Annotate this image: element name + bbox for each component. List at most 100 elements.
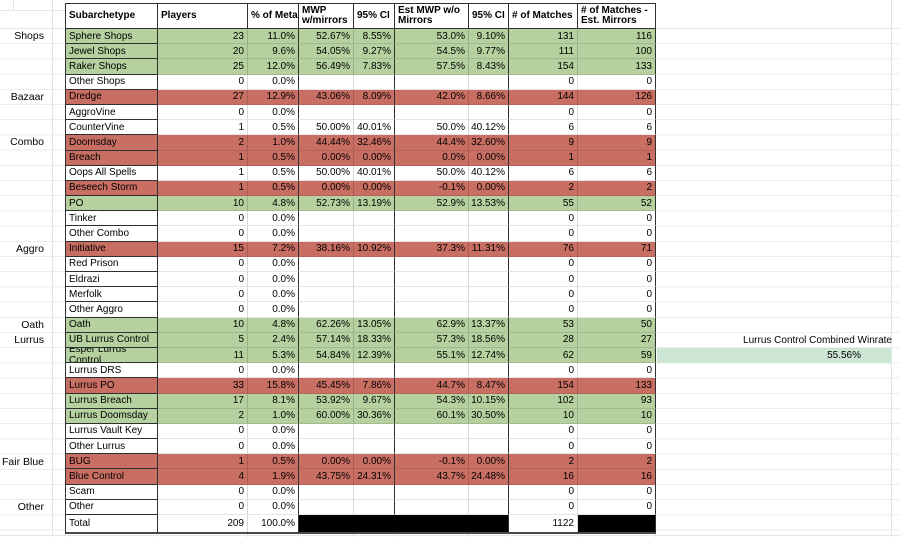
cell-ci1[interactable]: 18.33% [354,332,395,348]
cell-name[interactable]: Eldrazi [66,272,158,288]
cell-matches[interactable]: 1 [509,150,578,166]
category-label-oath[interactable]: Oath [21,318,44,331]
cell-name[interactable]: Lurrus Breach [66,393,158,409]
cell-ci2[interactable]: 10.15% [469,393,509,409]
cell-meta[interactable]: 2.4% [248,332,299,348]
cell-players[interactable]: 2 [158,135,248,151]
cell-ci2[interactable] [469,363,509,379]
cell-est[interactable]: 60.1% [395,408,469,424]
cell-meta[interactable]: 0.0% [248,439,299,455]
cell-name[interactable]: PO [66,196,158,212]
cell-est[interactable] [395,499,469,515]
cell-mwp[interactable] [299,423,354,440]
cell-matches[interactable]: 131 [509,29,578,45]
cell-ci2[interactable]: 13.53% [469,196,509,212]
cell-est[interactable]: 55.1% [395,347,469,364]
cell-matches[interactable]: 0 [509,272,578,288]
cell-ci2[interactable] [469,287,509,303]
cell-est[interactable] [395,287,469,303]
cell-matches[interactable]: 0 [509,484,578,500]
cell-matches_est[interactable]: 27 [578,332,656,348]
cell-mwp[interactable]: 60.00% [299,408,354,424]
cell-ci1[interactable]: 30.36% [354,408,395,424]
cell-name[interactable]: Oops All Spells [66,165,158,181]
cell-mwp[interactable]: 50.00% [299,165,354,181]
cell-est[interactable] [395,272,469,288]
cell-est[interactable] [395,226,469,242]
category-label-lurrus[interactable]: Lurrus [14,334,44,346]
cell-players[interactable]: 0 [158,256,248,272]
cell-matches[interactable]: 154 [509,59,578,75]
cell-ci2[interactable] [469,104,509,121]
cell-ci1[interactable]: 32.46% [354,135,395,151]
cell-ci2[interactable]: 13.37% [469,317,509,333]
cell-ci2[interactable] [469,484,509,500]
cell-matches_est[interactable]: 100 [578,44,656,60]
cell-matches[interactable]: 6 [509,165,578,181]
cell-mwp[interactable]: 54.05% [299,44,354,60]
cell-ci1[interactable] [354,256,395,272]
cell-matches[interactable]: 102 [509,393,578,409]
cell-ci1[interactable]: 9.27% [354,44,395,60]
cell-name[interactable]: Esper Lurrus Control [66,347,158,364]
cell-est[interactable]: 50.0% [395,165,469,181]
cell-matches[interactable]: 62 [509,347,578,364]
cell-matches_est[interactable]: 0 [578,272,656,288]
header-matches_est[interactable]: # of Matches - Est. Mirrors [578,4,656,29]
cell-matches_est[interactable]: 6 [578,120,656,136]
cell-est[interactable]: 37.3% [395,241,469,257]
cell-matches_est[interactable]: 52 [578,196,656,212]
cell-ci1[interactable]: 12.39% [354,347,395,364]
cell-matches_est[interactable]: 0 [578,423,656,440]
blacked-out-cells[interactable] [299,515,509,532]
cell-meta[interactable]: 0.0% [248,272,299,288]
cell-est[interactable] [395,211,469,227]
cell-players[interactable]: 1 [158,454,248,470]
cell-matches[interactable]: 76 [509,241,578,257]
cell-meta[interactable]: 0.0% [248,287,299,303]
cell-ci2[interactable]: 8.66% [469,89,509,105]
category-label-other[interactable]: Other [17,501,44,514]
cell-ci1[interactable] [354,104,395,121]
cell-mwp[interactable]: 0.00% [299,150,354,166]
cell-players[interactable]: 33 [158,378,248,394]
cell-ci2[interactable]: 12.74% [469,347,509,364]
cell-ci1[interactable]: 13.19% [354,196,395,212]
cell-ci2[interactable]: 0.00% [469,454,509,470]
cell-ci2[interactable] [469,256,509,272]
cell-meta[interactable]: 0.0% [248,74,299,90]
cell-meta[interactable]: 0.0% [248,499,299,515]
cell-matches_est[interactable]: 0 [578,439,656,455]
cell-players[interactable]: 20 [158,44,248,60]
cell-mwp[interactable]: 62.26% [299,317,354,333]
cell-ci1[interactable]: 0.00% [354,180,395,197]
cell-players[interactable]: 10 [158,317,248,333]
cell-mwp[interactable] [299,74,354,90]
header-name[interactable]: Subarchetype [66,4,158,29]
cell-name[interactable]: Other Combo [66,226,158,242]
cell-matches_est[interactable]: 93 [578,393,656,409]
cell-meta[interactable]: 0.5% [248,165,299,181]
cell-ci2[interactable]: 18.56% [469,332,509,348]
header-meta[interactable]: % of Meta [248,4,299,29]
cell-mwp[interactable]: 44.44% [299,135,354,151]
cell-meta[interactable]: 0.0% [248,363,299,379]
cell-players[interactable]: 1 [158,150,248,166]
cell-est[interactable]: 53.0% [395,29,469,45]
cell-players[interactable]: 0 [158,363,248,379]
cell-matches[interactable]: 53 [509,317,578,333]
cell-meta[interactable]: 0.0% [248,104,299,121]
cell-meta[interactable]: 12.0% [248,59,299,75]
cell-players[interactable]: 4 [158,469,248,485]
cell-meta[interactable]: 5.3% [248,347,299,364]
cell-meta[interactable]: 0.5% [248,120,299,136]
cell-matches[interactable]: 111 [509,44,578,60]
cell-name[interactable]: Lurrus Doomsday [66,408,158,424]
cell-matches[interactable]: 144 [509,89,578,105]
cell-matches[interactable]: 28 [509,332,578,348]
cell-ci1[interactable] [354,302,395,318]
cell-matches[interactable]: 55 [509,196,578,212]
cell-matches[interactable]: 16 [509,469,578,485]
cell-ci1[interactable]: 8.55% [354,29,395,45]
cell-mwp[interactable]: 52.73% [299,196,354,212]
